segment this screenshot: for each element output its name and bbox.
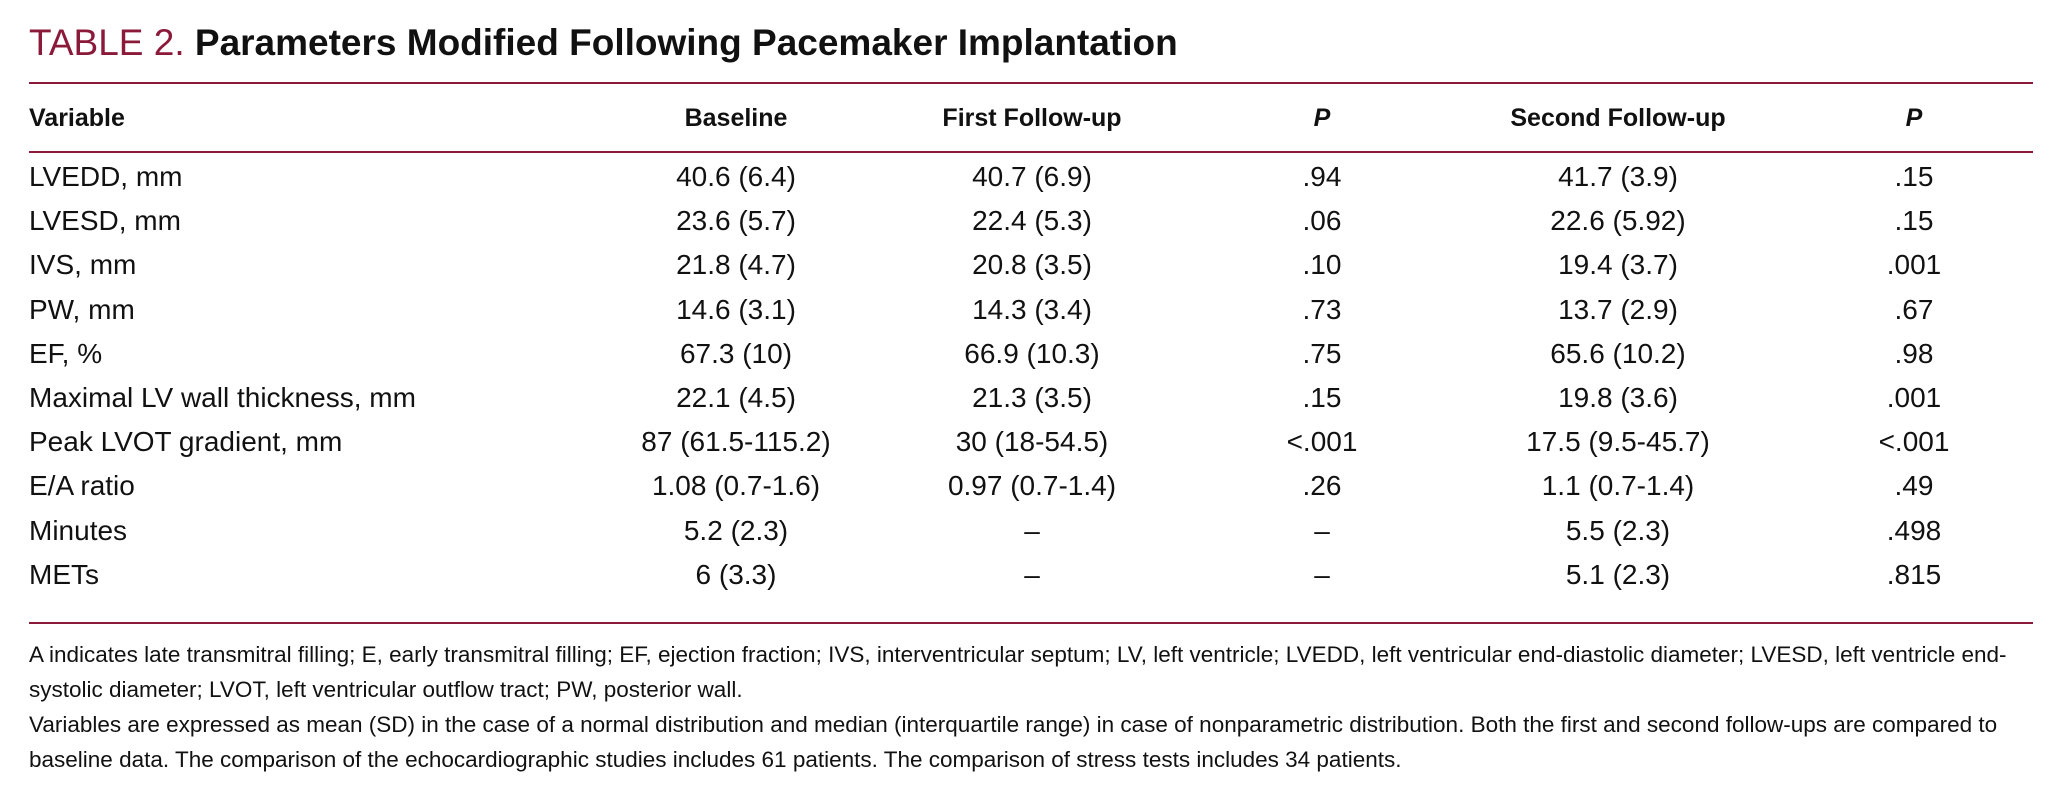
table-title: TABLE 2. Parameters Modified Following P…: [29, 22, 1178, 64]
table-cell: –: [1314, 514, 1330, 546]
table-cell: .15: [1894, 161, 1934, 193]
table-cell: 65.6 (10.2): [1550, 337, 1686, 369]
column-header: Baseline: [684, 103, 788, 132]
table-cell: EF, %: [29, 337, 103, 369]
table-cell: 30 (18-54.5): [955, 426, 1109, 458]
table-cell: 40.7 (6.9): [972, 161, 1092, 193]
table-cell: 87 (61.5-115.2): [641, 426, 831, 458]
table-cell: –: [1024, 558, 1040, 590]
table-cell: –: [1024, 514, 1040, 546]
table-cell: METs: [29, 558, 99, 590]
title-text: Parameters Modified Following Pacemaker …: [194, 22, 1178, 63]
table-row: Minutes 5.2 (2.3) – – 5.5 (2.3) .498: [29, 509, 2044, 553]
footnote: A indicates late transmitral filling; E,…: [29, 642, 2007, 702]
table-cell: 19.8 (3.6): [1558, 382, 1678, 414]
table-row: Peak LVOT gradient, mm 87 (61.5-115.2) 30 …: [29, 420, 2044, 464]
header-row: Variable Baseline First Follow-up P Second F…: [29, 85, 2044, 151]
rule: [29, 82, 2033, 84]
table-row: EF, % 67.3 (10) 66.9 (10.3) .75 65.6 (10.2).…: [29, 332, 2044, 376]
table-cell: 22.6 (5.92): [1550, 205, 1686, 237]
table-row: PW, mm 14.6 (3.1) 14.3 (3.4) .73 13.7 (2.9).…: [29, 288, 2044, 332]
table-cell: PW, mm: [29, 293, 135, 325]
footnotes: A indicates late transmitral filling; E,…: [29, 637, 2054, 777]
table-row: METs 6 (3.3) – – 5.1 (2.3) .815: [29, 553, 2044, 597]
table-cell: 5.1 (2.3): [1565, 558, 1671, 590]
table-cell: 14.3 (3.4): [972, 293, 1092, 325]
column-header: P: [1313, 103, 1331, 132]
rule: [29, 151, 2033, 153]
table-cell: 13.7 (2.9): [1558, 293, 1678, 325]
table-cell: Maximal LV wall thickness, mm: [29, 382, 416, 414]
table-cell: 0.97 (0.7-1.4): [947, 470, 1117, 502]
table-cell: .498: [1886, 514, 1942, 546]
table-cell: .67: [1894, 293, 1934, 325]
table-cell: .73: [1302, 293, 1342, 325]
table-cell: .49: [1894, 470, 1934, 502]
table-cell: 19.4 (3.7): [1558, 249, 1678, 281]
table-row: IVS, mm 21.8 (4.7) 20.8 (3.5) .10 19.4 (3.7)…: [29, 243, 2044, 287]
table-cell: IVS, mm: [29, 249, 137, 281]
table-cell: <.001: [1878, 426, 1950, 458]
table-cell: .06: [1302, 205, 1342, 237]
table-cell: .26: [1302, 470, 1342, 502]
table-row: LVESD, mm 23.6 (5.7) 22.4 (5.3) .06 22.6 (5.…: [29, 199, 2044, 243]
rule: [29, 622, 2033, 624]
table-cell: .815: [1886, 558, 1942, 590]
table-cell: 1.08 (0.7-1.6): [651, 470, 821, 502]
table-row: E/A ratio 1.08 (0.7-1.6) 0.97 (0.7-1.4) .26…: [29, 464, 2044, 508]
table-cell: .10: [1302, 249, 1342, 281]
data-table: Variable Baseline First Follow-up P Second F…: [29, 85, 2044, 597]
table-row: LVEDD, mm 40.6 (6.4) 40.7 (6.9) .94 41.7 (3.…: [29, 151, 2044, 199]
table-cell: .98: [1894, 337, 1934, 369]
footnote: Variables are expressed as mean (SD) in …: [29, 712, 1998, 772]
table-cell: .001: [1886, 249, 1942, 281]
table-cell: LVESD, mm: [29, 205, 181, 237]
table-cell: .75: [1302, 337, 1342, 369]
table-cell: 23.6 (5.7): [676, 205, 796, 237]
table-row: Maximal LV wall thickness, mm 22.1 (4.5) 2…: [29, 376, 2044, 420]
column-header: Second Follow-up: [1510, 103, 1726, 132]
table-cell: 22.1 (4.5): [676, 382, 796, 414]
table-cell: 67.3 (10): [679, 337, 793, 369]
column-header: P: [1905, 103, 1923, 132]
table-cell: Peak LVOT gradient, mm: [29, 426, 343, 458]
table-cell: <.001: [1286, 426, 1358, 458]
table-cell: 5.2 (2.3): [683, 514, 789, 546]
table-cell: .94: [1302, 161, 1342, 193]
table-cell: 5.5 (2.3): [1565, 514, 1671, 546]
table-cell: 40.6 (6.4): [676, 161, 796, 193]
table-cell: 66.9 (10.3): [964, 337, 1100, 369]
table-cell: 22.4 (5.3): [972, 205, 1092, 237]
table-cell: .15: [1894, 205, 1934, 237]
table-cell: E/A ratio: [29, 470, 135, 502]
table-cell: 41.7 (3.9): [1558, 161, 1678, 193]
table-cell: Minutes: [29, 514, 128, 546]
table-cell: 6 (3.3): [695, 558, 777, 590]
table-cell: 14.6 (3.1): [676, 293, 796, 325]
table-cell: 21.8 (4.7): [676, 249, 796, 281]
table-cell: LVEDD, mm: [29, 161, 183, 193]
column-header: First Follow-up: [942, 103, 1122, 132]
table-cell: 1.1 (0.7-1.4): [1541, 470, 1695, 502]
table-label: TABLE 2.: [29, 22, 185, 63]
table-body: LVEDD, mm 40.6 (6.4) 40.7 (6.9) .94 41.7 (3.…: [29, 151, 2044, 597]
column-header: Variable: [29, 103, 125, 132]
table-cell: 21.3 (3.5): [972, 382, 1092, 414]
table-cell: 20.8 (3.5): [972, 249, 1092, 281]
table-cell: –: [1314, 558, 1330, 590]
table-cell: .15: [1302, 382, 1342, 414]
table-cell: 17.5 (9.5-45.7): [1526, 426, 1710, 458]
table-cell: .001: [1886, 382, 1942, 414]
